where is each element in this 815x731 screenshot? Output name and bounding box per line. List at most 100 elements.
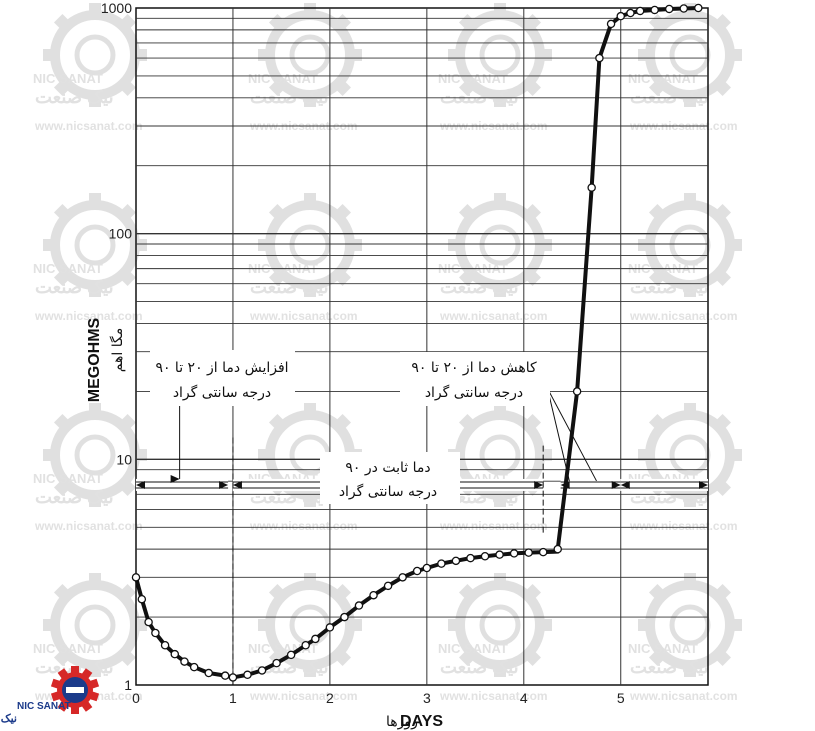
- y-tick-label: 10: [116, 451, 132, 467]
- watermark-gear-ring: [50, 410, 140, 500]
- watermark-brand-fa: نیک صنعت: [250, 487, 329, 507]
- watermark-gear-core: [479, 224, 521, 266]
- data-point: [189, 662, 199, 672]
- watermark-brand-en: NIC SANAT: [33, 471, 103, 486]
- watermark-brand-en: NIC SANAT: [248, 641, 318, 656]
- data-point: [572, 387, 582, 396]
- watermark-gear-core: [74, 34, 116, 76]
- watermark-brand-fa: نیک صنعت: [440, 87, 519, 107]
- plot-frame: [135, 7, 709, 686]
- watermark-brand-fa: نیک صنعت: [630, 277, 709, 297]
- logo-gear-tooth: [71, 706, 79, 714]
- data-point: [466, 553, 475, 563]
- data-point: [437, 559, 446, 568]
- watermark-gear-core: [74, 434, 116, 476]
- data-point: [228, 673, 238, 682]
- data-point: [524, 548, 533, 557]
- data-point: [131, 573, 141, 582]
- watermark-gear-core: [479, 434, 521, 476]
- nicsanat-logo: NIC SANAT نیک صنعت: [0, 666, 100, 725]
- watermark-gear-ring: [50, 200, 140, 290]
- constant-label-line1: دما ثابت در ۹۰: [345, 460, 430, 476]
- logo-text-fa: نیک صنعت: [0, 713, 17, 725]
- x-tick-label: 2: [326, 690, 334, 706]
- watermark-gear-ring: [455, 580, 545, 670]
- arrowhead: [611, 480, 621, 489]
- watermark-gear-ring: [645, 410, 735, 500]
- watermark-url: www.nicsanat.com: [34, 309, 143, 323]
- cooling-label-bg: [400, 352, 550, 406]
- data-point: [595, 53, 604, 63]
- data-point: [616, 11, 625, 21]
- y-tick-label: 1: [124, 677, 132, 693]
- arrow-line-bg: [136, 478, 229, 491]
- arrowhead: [170, 474, 180, 483]
- arrowhead: [699, 480, 708, 489]
- constant-label-line2: درجه سانتی گراد: [339, 483, 437, 500]
- watermark-brand-fa: نیک صنعت: [440, 277, 519, 297]
- data-point: [412, 566, 422, 576]
- data-point: [587, 183, 596, 192]
- watermark-url: www.nicsanat.com: [249, 519, 358, 533]
- watermark-gear-core: [479, 34, 521, 76]
- watermark-brand-fa: نیک صنعت: [35, 487, 114, 507]
- watermark-brand-fa: نیک صنعت: [35, 277, 114, 297]
- heating-label-line1: افزایش دما از ۲۰ تا ۹۰: [155, 360, 288, 376]
- watermark-gear-ring: [50, 580, 140, 670]
- heating-label-line2: درجه سانتی گراد: [173, 384, 271, 401]
- watermark-url: www.nicsanat.com: [439, 689, 548, 703]
- watermark-brand-fa: نیک صنعت: [440, 657, 519, 677]
- watermark-gear-ring: [265, 580, 355, 670]
- watermark-gear-core: [669, 604, 711, 646]
- cooling-label-line2: درجه سانتی گراد: [425, 384, 523, 401]
- watermark-gear-ring: [455, 200, 545, 290]
- watermark-url: www.nicsanat.com: [439, 309, 548, 323]
- arrowhead: [232, 480, 242, 489]
- data-point: [679, 4, 689, 13]
- watermark-brand-en: NIC SANAT: [628, 71, 698, 86]
- annotations: افزایش دما از ۲۰ تا ۹۰ درجه سانتی گراد د…: [150, 350, 550, 504]
- arrowhead: [534, 480, 544, 489]
- heating-label-bg: [150, 350, 295, 406]
- data-point: [272, 658, 281, 668]
- watermark-brand-en: NIC SANAT: [33, 261, 103, 276]
- data-point: [286, 650, 296, 660]
- data-point: [626, 8, 635, 18]
- watermark-url: www.nicsanat.com: [34, 119, 143, 133]
- data-point: [144, 617, 153, 627]
- watermark-gear-core: [669, 434, 711, 476]
- watermark-gear-core: [74, 604, 116, 646]
- x-tick-label: 4: [520, 690, 528, 706]
- watermark-url: www.nicsanat.com: [249, 309, 358, 323]
- series-line: [134, 6, 699, 680]
- watermark-brand-fa: نیک صنعت: [35, 87, 114, 107]
- watermark-gear-core: [74, 224, 116, 266]
- watermark-brand-en: NIC SANAT: [628, 641, 698, 656]
- watermark-url: www.nicsanat.com: [629, 309, 738, 323]
- watermark-gear-ring: [265, 10, 355, 100]
- x-tick-label: 3: [423, 690, 431, 706]
- watermark-brand-fa: نیک صنعت: [630, 657, 709, 677]
- data-point: [606, 19, 616, 29]
- annotation-arrows: [136, 361, 708, 685]
- watermark-url: www.nicsanat.com: [629, 689, 738, 703]
- data-point: [664, 4, 674, 14]
- watermark-gear-core: [289, 604, 331, 646]
- watermark-brand-en: NIC SANAT: [33, 641, 103, 656]
- data-point: [480, 551, 490, 561]
- cooling-label-line1: کاهش دما از ۲۰ تا ۹۰: [411, 360, 537, 376]
- data-point: [204, 668, 213, 678]
- data-point: [354, 601, 364, 610]
- watermark-gear-ring: [645, 580, 735, 670]
- watermark-brand-fa: نیک صنعت: [250, 277, 329, 297]
